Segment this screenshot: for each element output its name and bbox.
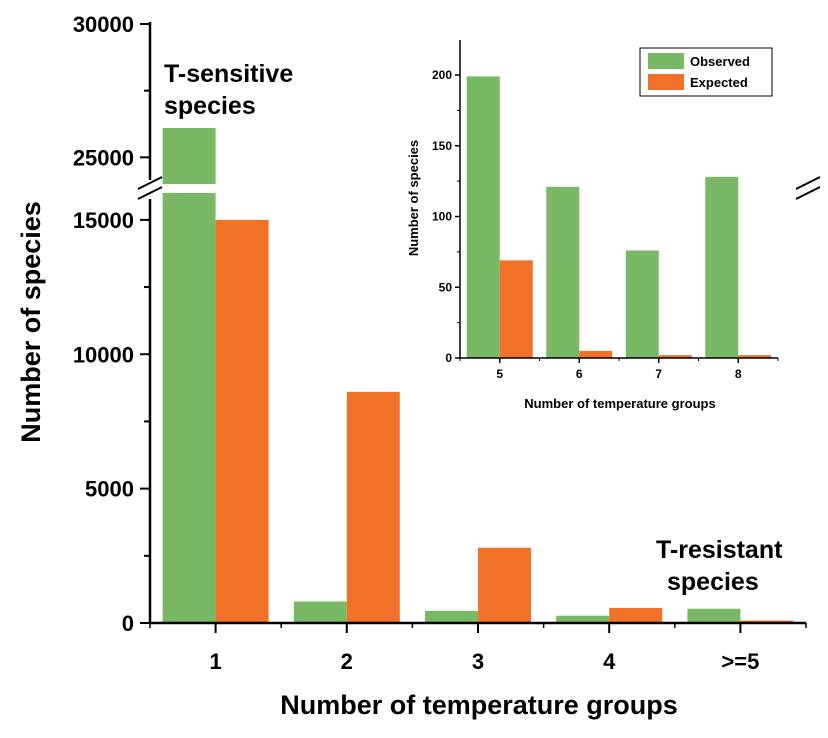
inset-x-tick-label-5: 5 xyxy=(496,367,503,381)
main-bar-green-5 xyxy=(687,608,741,623)
inset-x-tick-label-6: 6 xyxy=(576,367,583,381)
main-x-axis-title: Number of temperature groups xyxy=(280,690,678,720)
legend-label-expected: Expected xyxy=(690,75,748,90)
inset-bars xyxy=(466,76,772,358)
inset-x-tick-label-8: 8 xyxy=(735,367,742,381)
main-x-tick-label-5: >=5 xyxy=(721,649,759,674)
inset-bar-expected-7 xyxy=(658,355,692,358)
main-x-tick-label-2: 2 xyxy=(341,649,353,674)
main-y-axis-title: Number of species xyxy=(16,201,46,443)
annotation-t-sensitive-line-2: species xyxy=(164,92,256,120)
inset-y-tick-label-50: 50 xyxy=(439,280,453,294)
inset-bar-observed-6 xyxy=(546,186,580,358)
main-y-tick-label-5000: 5000 xyxy=(85,477,134,502)
main-bar-orange-3 xyxy=(478,547,531,623)
inset-y-tick-label-200: 200 xyxy=(432,68,452,82)
main-x-tick-label-4: 4 xyxy=(603,649,616,674)
inset-bar-expected-8 xyxy=(738,355,772,358)
main-plot-bars xyxy=(162,128,794,623)
legend-swatch-observed xyxy=(648,53,684,69)
main-bar-orange-4 xyxy=(609,607,663,623)
main-bar-orange-2 xyxy=(346,391,400,623)
main-bar-green-3 xyxy=(425,610,478,623)
main-y-tick-label-25000: 25000 xyxy=(73,145,134,170)
inset-bar-expected-6 xyxy=(579,350,613,358)
inset-bar-observed-8 xyxy=(705,176,739,358)
main-bar-green-1-upper xyxy=(162,128,216,184)
annotation-t-resistant-line-2: species xyxy=(667,568,759,596)
inset-y-tick-label-150: 150 xyxy=(432,139,452,153)
inset-x-tick-label-7: 7 xyxy=(655,367,662,381)
inset-x-axis-title: Number of temperature groups xyxy=(524,396,715,411)
main-bar-green-2 xyxy=(293,601,347,623)
inset-y-tick-label-0: 0 xyxy=(445,351,452,365)
inset-bar-observed-5 xyxy=(466,76,500,358)
inset-tick-labels: 0 50 100 150 200 5 6 7 8 xyxy=(432,68,742,381)
main-tick-labels: 0 5000 10000 15000 25000 30000 1 2 3 4 >=5 xyxy=(73,12,760,674)
inset-chart: 0 50 100 150 200 5 6 7 8 Number of temperature g… xyxy=(406,40,779,411)
inset-y-axis-title: Number of species xyxy=(406,140,421,256)
main-x-tick-label-1: 1 xyxy=(209,649,221,674)
main-bar-green-4 xyxy=(556,615,610,623)
main-bar-orange-1 xyxy=(215,219,269,623)
inset-bar-observed-7 xyxy=(625,250,659,358)
main-y-tick-label-15000: 15000 xyxy=(73,208,134,233)
axis-break-mark-left-upper xyxy=(137,176,163,190)
axis-break-mark-right-lower xyxy=(795,186,821,200)
inset-legend: Observed Expected xyxy=(639,47,773,97)
inset-axes xyxy=(455,40,779,363)
inset-bar-expected-5 xyxy=(499,260,533,358)
main-x-tick-label-3: 3 xyxy=(472,649,484,674)
main-plot-axes xyxy=(137,22,821,633)
main-y-tick-label-0: 0 xyxy=(122,611,134,636)
axis-break-mark-left-lower xyxy=(137,186,163,200)
annotation-t-resistant-line-1: T-resistant xyxy=(656,536,783,564)
annotation-t-sensitive-line-1: T-sensitive xyxy=(164,60,293,88)
axis-break-mark-right-upper xyxy=(795,176,821,190)
legend-label-observed: Observed xyxy=(690,54,750,69)
inset-y-tick-label-100: 100 xyxy=(432,210,452,224)
main-y-tick-label-30000: 30000 xyxy=(73,12,134,37)
legend-swatch-expected xyxy=(648,74,684,90)
main-y-tick-label-10000: 10000 xyxy=(73,342,134,367)
main-bar-green-1-lower xyxy=(162,193,216,623)
